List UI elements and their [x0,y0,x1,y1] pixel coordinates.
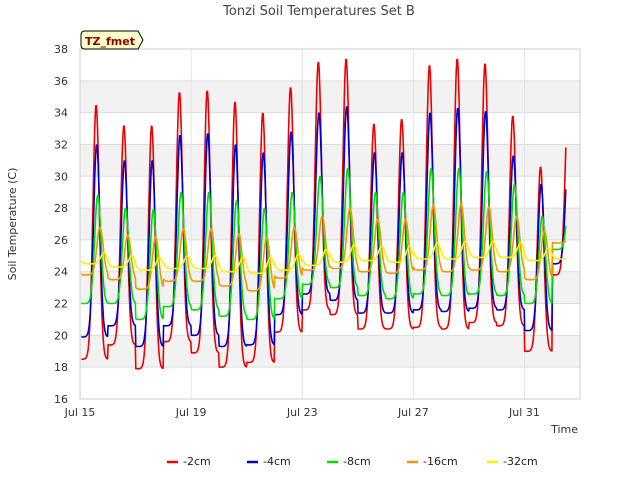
y-tick-label: 28 [54,202,68,215]
y-tick-label: 20 [54,329,68,342]
badge-shape [80,30,144,50]
y-tick-label: 22 [54,298,68,311]
x-axis-ticks: Jul 15 Jul 19 Jul 23 Jul 27 Jul 31 [64,406,540,419]
y-tick-label: 16 [54,393,68,406]
series-line-minus-16cm [80,202,567,292]
legend: -2cm -4cm -8cm -16cm -32cm [167,455,538,468]
x-tick-label: Jul 23 [286,406,318,419]
legend-label: -32cm [503,455,538,468]
y-tick-label: 34 [54,107,68,120]
grid-bands [80,80,580,368]
x-tick-label: Jul 15 [64,406,96,419]
y-tick-label: 24 [54,266,68,279]
badge-label: TZ_fmet [85,35,135,48]
y-tick-label: 36 [54,75,68,88]
plot-frame [79,48,581,400]
y-tick-label: 26 [54,234,68,247]
x-tick-label: Jul 19 [175,406,207,419]
y-tick-label: 38 [54,43,68,56]
series-line-minus-32cm [80,240,567,275]
x-tick-label: Jul 27 [397,406,429,419]
x-tick-label: Jul 31 [508,406,540,419]
y-tick-label: 18 [54,361,68,374]
y-axis-ticks: 16 18 20 22 24 26 28 30 32 34 36 38 [54,43,68,406]
chart-title: Tonzi Soil Temperatures Set B [222,4,415,19]
grid-band [80,144,580,177]
y-tick-label: 32 [54,138,68,151]
legend-label: -2cm [183,455,211,468]
grid-band [80,80,580,113]
legend-label: -4cm [263,455,291,468]
station-badge: TZ_fmet [80,30,144,50]
legend-label: -8cm [343,455,371,468]
y-tick-label: 30 [54,170,68,183]
y-axis-label: Soil Temperature (C) [6,168,19,281]
series-line-minus-8cm [81,168,567,321]
legend-label: -16cm [423,455,458,468]
grid-band [80,335,580,368]
x-axis-label: Time [550,423,578,436]
series-group [80,58,567,370]
grid-band [80,208,580,240]
